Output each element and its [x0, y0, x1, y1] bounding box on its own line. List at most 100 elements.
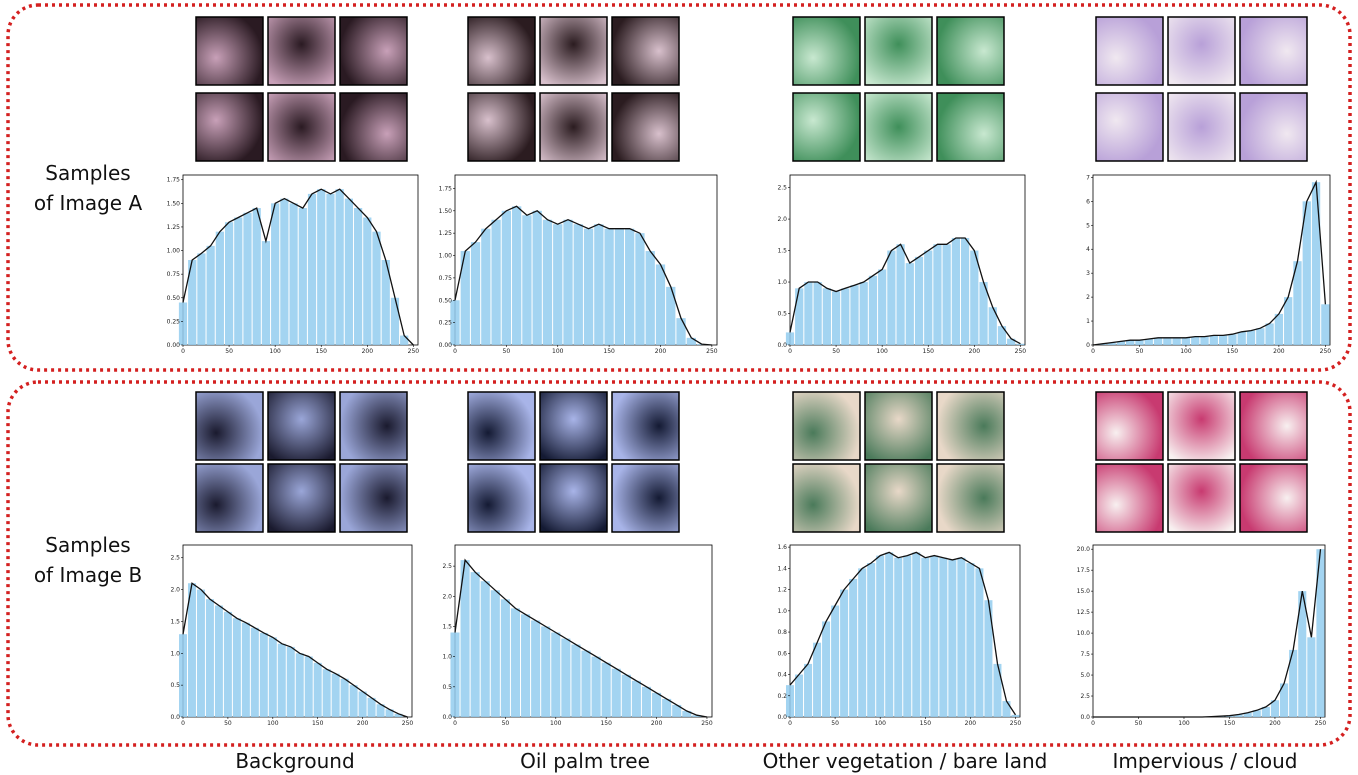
- y-tick-label: 0.6: [777, 650, 787, 657]
- bar: [510, 608, 521, 717]
- bar: [394, 713, 403, 717]
- x-tick-label: 100: [552, 348, 564, 355]
- bar: [385, 709, 394, 717]
- bar: [672, 704, 682, 717]
- x-tick-label: 100: [1180, 348, 1192, 355]
- y-tick-label: 2.5: [170, 555, 180, 562]
- x-tick-label: 150: [316, 348, 328, 355]
- bar: [868, 275, 878, 345]
- bar: [652, 692, 662, 717]
- bar: [621, 674, 631, 717]
- bar: [340, 678, 349, 717]
- image-patch: [1095, 463, 1164, 533]
- x-tick-label: 150: [603, 348, 615, 355]
- y-tick-label: 5.0: [1080, 672, 1090, 679]
- bar: [914, 256, 924, 345]
- bar: [178, 302, 188, 345]
- bar: [335, 189, 344, 345]
- bar: [277, 643, 286, 717]
- row-label: of Image A: [34, 191, 143, 215]
- image-patch: [267, 391, 336, 461]
- bar: [692, 715, 702, 717]
- bar: [795, 674, 804, 717]
- bar: [349, 685, 358, 717]
- bar: [785, 685, 795, 717]
- y-tick-label: 0.5: [442, 684, 452, 691]
- image-patch: [1239, 391, 1308, 461]
- bar: [676, 318, 686, 345]
- y-tick-label: 5: [1086, 222, 1090, 229]
- x-tick-label: 100: [1178, 720, 1190, 727]
- y-tick-label: 0.0: [442, 714, 452, 721]
- bar: [450, 632, 460, 717]
- x-tick-label: 200: [655, 348, 667, 355]
- bar: [224, 222, 234, 345]
- x-tick-label: 100: [550, 720, 562, 727]
- bar: [317, 189, 326, 345]
- y-tick-label: 0.25: [439, 320, 453, 327]
- image-patch: [539, 463, 608, 533]
- bar: [241, 622, 250, 717]
- image-patch: [611, 92, 680, 162]
- bar: [286, 646, 295, 717]
- bar: [804, 282, 813, 345]
- bar: [542, 219, 553, 345]
- image-patch: [864, 92, 933, 162]
- bar: [381, 260, 390, 345]
- bar: [894, 557, 903, 717]
- bar: [188, 260, 197, 345]
- image-patch: [339, 92, 408, 162]
- y-tick-label: 0.50: [167, 295, 181, 302]
- bar: [604, 228, 614, 345]
- bar: [261, 241, 271, 345]
- x-tick-label: 150: [600, 720, 612, 727]
- y-tick-label: 2.0: [777, 216, 787, 223]
- bar: [1172, 337, 1181, 345]
- bar: [625, 228, 635, 345]
- x-tick-label: 50: [831, 720, 839, 727]
- x-tick-label: 200: [651, 720, 663, 727]
- y-tick-label: 0.4: [777, 672, 787, 679]
- y-tick-label: 2.0: [442, 593, 452, 600]
- y-tick-label: 0.5: [170, 682, 180, 689]
- bar: [1274, 313, 1284, 345]
- bar: [813, 282, 822, 345]
- y-tick-label: 1.0: [170, 650, 180, 657]
- bar: [344, 198, 353, 345]
- y-tick-label: 2.5: [1080, 693, 1090, 700]
- column-label: Background: [235, 749, 354, 773]
- bar: [271, 203, 280, 345]
- x-tick-label: 200: [969, 348, 981, 355]
- x-tick-label: 0: [788, 720, 792, 727]
- image-patch: [936, 16, 1005, 86]
- x-tick-label: 150: [920, 720, 932, 727]
- image-patch: [611, 463, 680, 533]
- y-tick-label: 15.0: [1077, 588, 1091, 595]
- bar: [197, 253, 206, 345]
- y-tick-label: 0.00: [167, 342, 181, 349]
- bar: [785, 332, 795, 345]
- bar: [215, 231, 224, 345]
- x-tick-label: 150: [1227, 348, 1239, 355]
- bar: [1298, 591, 1307, 717]
- bar: [631, 680, 641, 717]
- bar: [655, 264, 666, 345]
- bar: [686, 337, 696, 345]
- y-tick-label: 0.5: [777, 311, 787, 318]
- bar: [205, 599, 214, 717]
- bar: [1209, 335, 1218, 345]
- bar: [594, 224, 604, 345]
- image-patch: [864, 391, 933, 461]
- bar: [933, 244, 942, 345]
- y-tick-label: 2.5: [442, 563, 452, 570]
- bar: [367, 697, 376, 717]
- y-tick-label: 0.8: [777, 629, 787, 636]
- bar: [1011, 714, 1020, 717]
- x-tick-label: 50: [1136, 348, 1144, 355]
- image-patch: [792, 391, 861, 461]
- x-tick-label: 50: [225, 348, 233, 355]
- bar: [573, 224, 583, 345]
- x-tick-label: 0: [181, 720, 185, 727]
- y-tick-label: 3: [1086, 270, 1090, 277]
- bar: [1228, 334, 1237, 345]
